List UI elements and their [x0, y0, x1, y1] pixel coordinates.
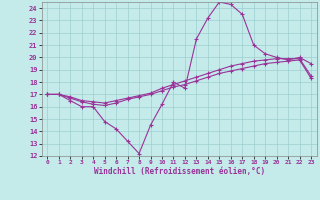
X-axis label: Windchill (Refroidissement éolien,°C): Windchill (Refroidissement éolien,°C): [94, 167, 265, 176]
